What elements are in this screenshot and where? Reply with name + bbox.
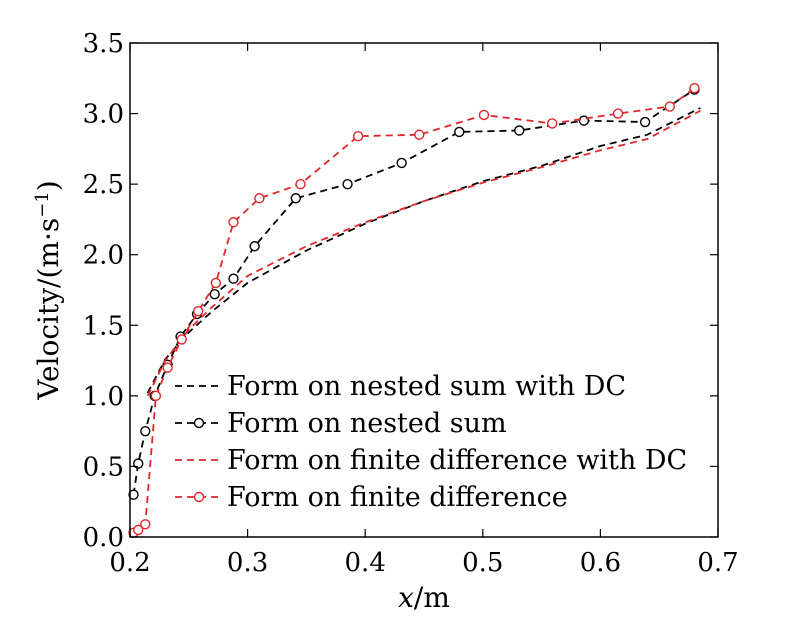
series-1: [146, 107, 701, 394]
data-point: [228, 273, 239, 284]
data-point: [514, 125, 525, 136]
data-point: [639, 116, 651, 128]
data-point: [254, 193, 265, 204]
y-tick-label: 2.5: [83, 170, 124, 200]
series-line: [133, 87, 696, 534]
legend-label: Form on finite difference: [227, 482, 568, 513]
data-point: [128, 489, 139, 500]
data-point: [612, 108, 624, 119]
y-tick-label: 0.0: [83, 523, 124, 553]
legend-label: Form on nested sum: [227, 408, 507, 439]
x-tick-label: 0.4: [345, 548, 386, 578]
data-point: [228, 217, 239, 228]
y-tick-label: 1.0: [83, 382, 124, 412]
legend-item: Form on finite difference: [175, 482, 568, 513]
data-point: [478, 109, 490, 121]
legend-label: Form on finite difference with DC: [227, 445, 687, 476]
data-point: [664, 101, 675, 112]
y-axis-base: Velocity/(m·s: [32, 218, 65, 401]
y-tick-label: 3.0: [83, 100, 124, 130]
data-point: [295, 178, 306, 190]
data-point: [396, 157, 407, 169]
axis-ticks: 0.2 0.3 0.4 0.5 0.6 0.7 0.0 0.5 1.0 1.5 2.0 2.5 3.0 3…: [83, 29, 739, 578]
y-tick-label: 1.5: [83, 311, 124, 341]
legend-item: Form on finite difference with DC: [175, 445, 687, 476]
data-point: [209, 289, 220, 300]
x-tick-label: 0.7: [697, 548, 738, 578]
y-tick-label: 2.0: [83, 241, 124, 271]
data-point: [133, 524, 144, 536]
x-axis-unit: /m: [414, 581, 450, 614]
x-tick-label: 0.6: [580, 548, 621, 578]
data-point: [352, 130, 364, 142]
data-point: [176, 334, 187, 345]
data-point: [454, 126, 465, 138]
data-point: [140, 519, 151, 530]
data-point: [689, 82, 700, 94]
data-point: [342, 178, 353, 190]
legend-item: Form on nested sum: [175, 408, 507, 439]
legend-marker: [193, 491, 205, 503]
y-tick-label: 3.5: [83, 29, 124, 59]
series-3: [146, 109, 701, 397]
data-point: [210, 277, 222, 289]
data-point: [414, 129, 425, 140]
y-tick-label: 0.5: [83, 452, 124, 482]
data-point: [193, 305, 204, 317]
data-point: [546, 118, 558, 129]
data-point: [290, 193, 302, 204]
data-point: [162, 362, 173, 373]
series-line: [146, 109, 701, 397]
x-axis-var: x: [398, 581, 414, 614]
x-axis-label: x/m: [398, 581, 450, 614]
series-line: [146, 107, 701, 394]
y-axis-close: ): [32, 180, 65, 191]
legend-marker: [193, 417, 205, 429]
x-tick-label: 0.3: [227, 548, 268, 578]
x-tick-label: 0.2: [109, 548, 150, 578]
y-axis-sup: −1: [32, 191, 53, 218]
series-line: [132, 88, 695, 495]
data-point: [150, 390, 162, 402]
legend-label: Form on nested sum with DC: [227, 371, 626, 402]
legend: Form on nested sum with DC Form on nested…: [175, 371, 687, 513]
plot-area: [128, 82, 701, 538]
data-point: [249, 241, 260, 252]
axes-frame: [129, 42, 719, 538]
y-axis-label: Velocity/(m·s−1): [32, 180, 66, 400]
x-tick-label: 0.5: [462, 548, 503, 578]
legend-item: Form on nested sum with DC: [175, 371, 626, 402]
data-point: [140, 425, 151, 437]
